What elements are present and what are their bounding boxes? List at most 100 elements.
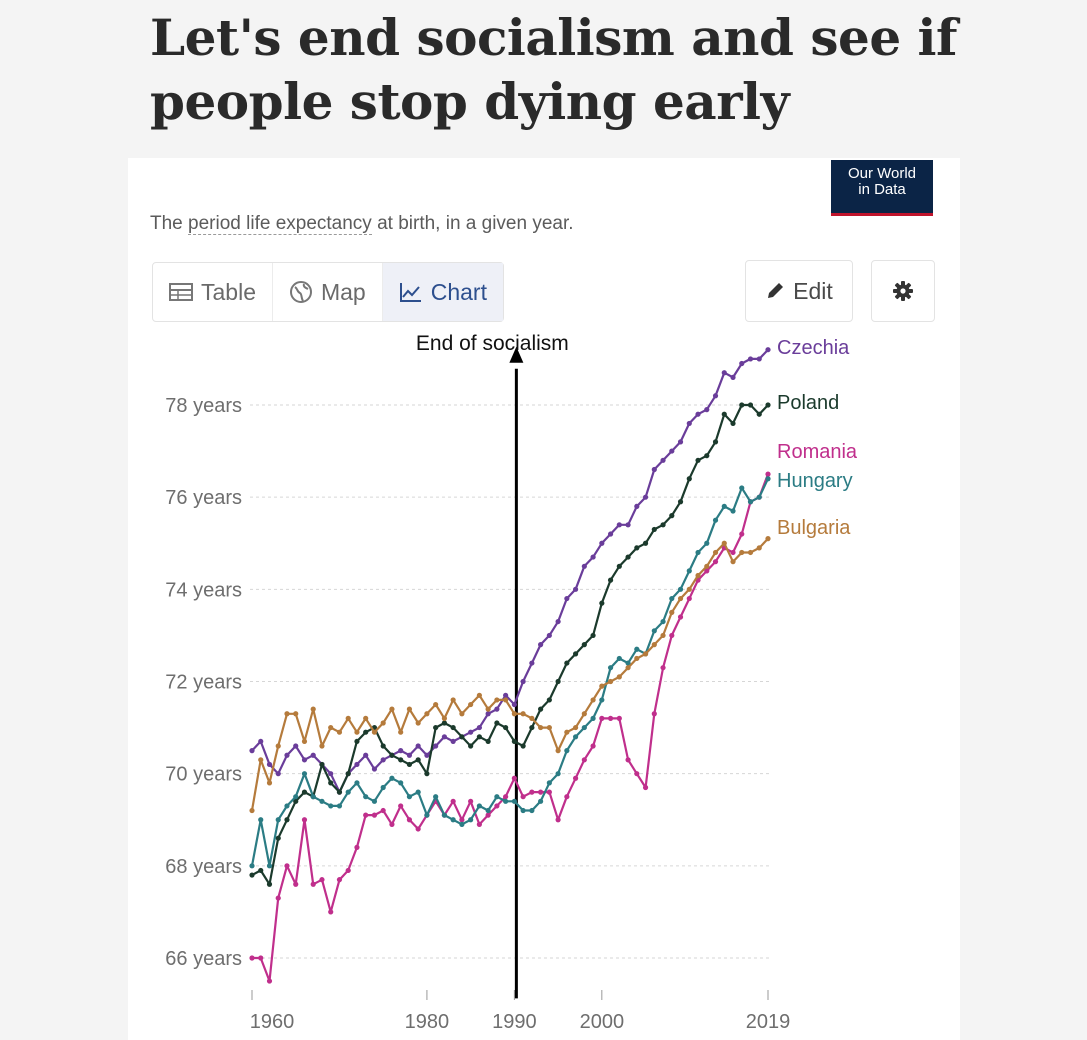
data-point (398, 748, 404, 754)
data-point (765, 347, 771, 353)
series-line (250, 537, 769, 811)
data-point (441, 715, 448, 721)
data-point (249, 955, 255, 961)
owid-logo[interactable]: Our World in Data (831, 160, 933, 216)
data-point (371, 812, 378, 818)
edit-button-label: Edit (793, 277, 833, 304)
tab-table[interactable]: Table (153, 263, 272, 321)
data-point (424, 771, 430, 777)
data-point (441, 734, 448, 740)
data-point (468, 817, 474, 823)
data-point (747, 402, 754, 408)
data-point (284, 863, 290, 869)
data-point (328, 771, 334, 777)
data-point (634, 646, 640, 652)
data-point (363, 812, 369, 818)
tab-map[interactable]: Map (271, 263, 382, 321)
data-point (599, 540, 605, 546)
table-icon (169, 283, 193, 301)
pencil-icon (768, 283, 784, 298)
data-point (599, 683, 605, 689)
data-point (555, 771, 561, 777)
data-point (310, 752, 316, 758)
data-point (406, 752, 413, 758)
data-point (546, 697, 552, 703)
data-point (590, 697, 596, 703)
data-point (572, 734, 579, 740)
data-point (301, 757, 308, 763)
data-point (275, 895, 281, 901)
data-point (450, 697, 456, 703)
chart-subtitle: The period life expectancy at birth, in … (150, 213, 574, 235)
tab-chart[interactable]: Chart (381, 263, 503, 321)
data-point (450, 724, 456, 731)
data-point (293, 794, 299, 800)
data-point (258, 738, 264, 745)
data-point (345, 789, 351, 795)
data-point (520, 807, 526, 814)
data-point (520, 743, 526, 749)
data-point (415, 743, 421, 749)
subtitle-link[interactable]: period life expectancy (188, 213, 372, 235)
data-point (485, 711, 491, 717)
data-point (293, 743, 299, 749)
data-point (258, 757, 264, 763)
data-point (310, 881, 316, 887)
data-point (354, 780, 360, 786)
data-point (503, 692, 509, 698)
data-point (599, 600, 605, 606)
data-point (275, 835, 281, 841)
data-point (555, 748, 561, 754)
data-point (599, 697, 605, 703)
data-point (266, 761, 273, 768)
data-point (616, 715, 622, 721)
data-point (389, 752, 395, 758)
data-point (336, 789, 343, 795)
data-point (450, 738, 456, 745)
data-point (756, 494, 762, 500)
edit-button[interactable]: Edit (745, 260, 853, 322)
data-point (319, 877, 325, 883)
data-point (293, 711, 299, 717)
data-point (607, 715, 614, 721)
data-point (765, 476, 771, 482)
y-tick-label: 78 years (165, 395, 242, 417)
data-point (503, 697, 509, 703)
data-point (607, 665, 614, 671)
data-point (686, 476, 692, 482)
data-point (389, 706, 395, 712)
data-point (301, 817, 308, 823)
data-point (590, 743, 596, 749)
data-point (354, 844, 360, 851)
data-point (721, 370, 727, 376)
data-point (572, 586, 579, 592)
series-label-czechia: Czechia (777, 337, 850, 359)
data-point (468, 798, 474, 804)
settings-button[interactable] (871, 260, 935, 322)
data-point (739, 360, 745, 367)
globe-icon (289, 281, 312, 303)
data-point (625, 554, 631, 560)
data-point (275, 817, 281, 823)
data-point (555, 817, 561, 823)
data-point (616, 674, 622, 680)
data-point (538, 798, 544, 804)
data-point (756, 411, 762, 417)
data-point (485, 812, 491, 818)
data-point (695, 572, 701, 579)
x-tick-label: 1990 (492, 1011, 537, 1033)
data-point (284, 752, 290, 758)
data-point (564, 794, 570, 800)
data-point (494, 803, 500, 809)
data-point (363, 794, 369, 800)
data-point (625, 660, 631, 666)
data-point (459, 817, 465, 823)
data-point (363, 715, 369, 721)
data-point (249, 863, 255, 869)
data-point (380, 720, 386, 726)
data-point (747, 356, 754, 362)
data-point (712, 517, 719, 523)
data-point (319, 761, 325, 768)
data-point (721, 411, 727, 417)
data-point (704, 453, 710, 459)
